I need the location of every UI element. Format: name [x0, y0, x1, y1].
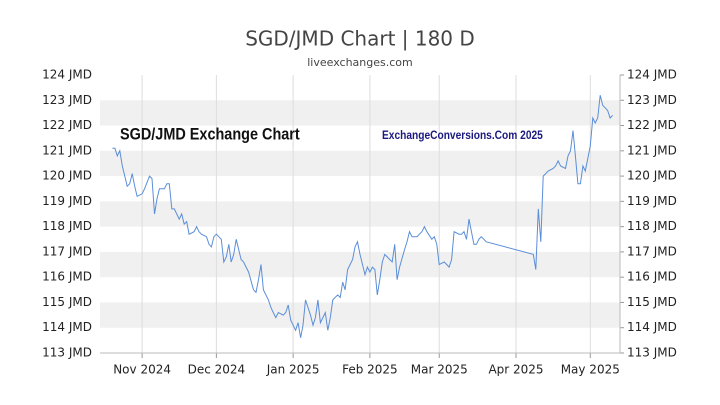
y-tick-label-right: 119 JMD: [627, 194, 677, 208]
y-tick-label: 116 JMD: [42, 270, 92, 284]
x-tick-label: Jan 2025: [266, 363, 320, 377]
y-tick-label: 118 JMD: [42, 219, 92, 233]
y-tick-label-right: 121 JMD: [627, 143, 677, 157]
x-tick-label: Apr 2025: [488, 363, 543, 377]
y-tick-label-right: 117 JMD: [627, 244, 677, 258]
y-tick-label-right: 116 JMD: [627, 270, 677, 284]
grid-band: [100, 150, 620, 177]
y-tick-label-right: 118 JMD: [627, 219, 677, 233]
y-tick-label: 122 JMD: [42, 118, 92, 132]
y-tick-label-right: 114 JMD: [627, 320, 677, 334]
x-tick-label: May 2025: [561, 363, 620, 377]
y-tick-label-right: 120 JMD: [627, 169, 677, 183]
y-tick-label: 113 JMD: [42, 346, 92, 360]
y-tick-label-right: 123 JMD: [627, 93, 677, 107]
x-tick-label: Nov 2024: [113, 363, 171, 377]
y-tick-label: 124 JMD: [42, 68, 92, 82]
y-tick-label: 115 JMD: [42, 295, 92, 309]
annotation: SGD/JMD Exchange Chart: [120, 125, 300, 143]
y-tick-label-right: 115 JMD: [627, 295, 677, 309]
chart-subtitle: liveexchanges.com: [307, 56, 412, 69]
x-tick-label: Dec 2024: [188, 363, 246, 377]
annotation: ExchangeConversions.Com 2025: [382, 129, 543, 142]
y-tick-label: 121 JMD: [42, 143, 92, 157]
chart-title: SGD/JMD Chart | 180 D: [245, 27, 475, 51]
y-tick-label-right: 122 JMD: [627, 118, 677, 132]
grid-band: [100, 302, 620, 328]
grid-band: [100, 100, 620, 126]
y-tick-label: 119 JMD: [42, 194, 92, 208]
y-tick-label: 120 JMD: [42, 169, 92, 183]
x-tick-label: Feb 2025: [342, 363, 398, 377]
price-line: [112, 95, 613, 338]
y-tick-label-right: 113 JMD: [627, 346, 677, 360]
y-tick-label-right: 124 JMD: [627, 68, 677, 82]
y-tick-label: 114 JMD: [42, 320, 92, 334]
y-tick-label: 117 JMD: [42, 244, 92, 258]
x-tick-label: Mar 2025: [411, 363, 468, 377]
y-tick-label: 123 JMD: [42, 93, 92, 107]
